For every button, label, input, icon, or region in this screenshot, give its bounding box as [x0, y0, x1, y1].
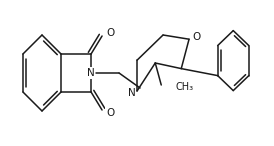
Text: O: O	[106, 28, 114, 38]
Text: O: O	[192, 32, 200, 42]
Text: N: N	[87, 68, 95, 78]
Text: O: O	[106, 108, 114, 118]
Text: N: N	[128, 88, 136, 98]
Text: CH₃: CH₃	[175, 82, 193, 92]
